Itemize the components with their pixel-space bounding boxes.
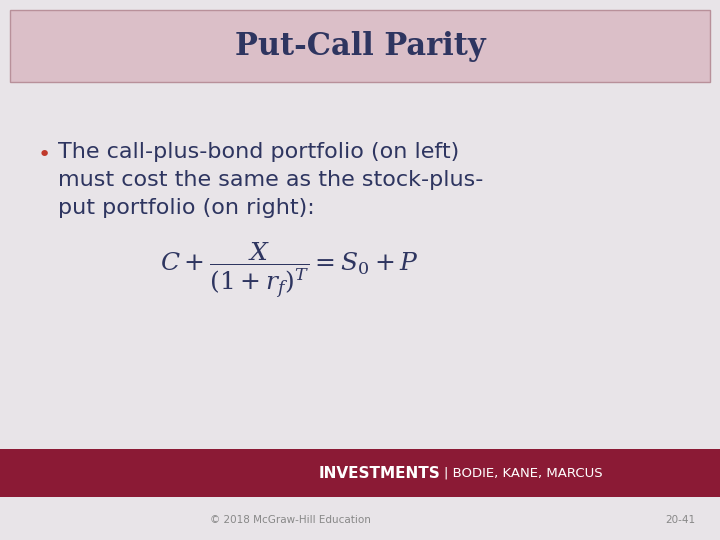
Text: The call-plus-bond portfolio (on left): The call-plus-bond portfolio (on left) — [58, 142, 459, 162]
Bar — [0, 449, 720, 497]
Text: •: • — [38, 145, 51, 165]
Text: $C + \dfrac{X}{(1+r_f)^T} = S_0 + P$: $C + \dfrac{X}{(1+r_f)^T} = S_0 + P$ — [161, 240, 420, 300]
Text: INVESTMENTS: INVESTMENTS — [318, 465, 440, 481]
Text: Put-Call Parity: Put-Call Parity — [235, 30, 485, 62]
Text: 20-41: 20-41 — [665, 515, 695, 525]
Text: | BODIE, KANE, MARCUS: | BODIE, KANE, MARCUS — [444, 467, 603, 480]
Text: © 2018 McGraw-Hill Education: © 2018 McGraw-Hill Education — [210, 515, 370, 525]
FancyBboxPatch shape — [10, 10, 710, 82]
Text: must cost the same as the stock-plus-: must cost the same as the stock-plus- — [58, 170, 483, 190]
Text: put portfolio (on right):: put portfolio (on right): — [58, 198, 315, 218]
